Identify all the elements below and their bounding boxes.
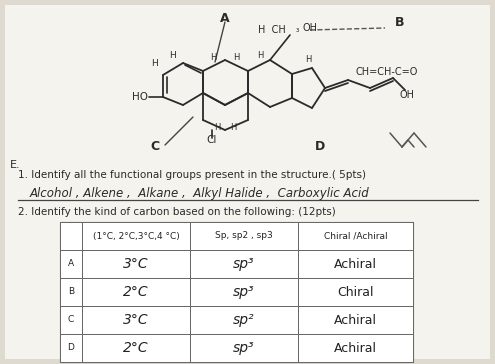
Text: H: H [305, 55, 311, 64]
Text: HO: HO [132, 92, 148, 102]
Text: C: C [150, 141, 159, 154]
Text: Alcohol , Alkene ,  Alkane ,  Alkyl Halide ,  Carboxylic Acid: Alcohol , Alkene , Alkane , Alkyl Halide… [30, 187, 370, 200]
Text: A: A [68, 260, 74, 269]
Text: OH: OH [302, 23, 317, 33]
Text: H: H [257, 51, 263, 59]
Bar [190, 278, 298, 306]
Text: D: D [315, 141, 325, 154]
Bar [82, 334, 190, 362]
Bar [60, 306, 82, 334]
Text: A: A [220, 12, 230, 24]
Text: H: H [210, 54, 216, 63]
Text: H: H [233, 54, 239, 63]
Text: 3°C: 3°C [123, 313, 149, 327]
Text: B: B [395, 16, 405, 28]
Text: (1°C, 2°C,3°C,4 °C): (1°C, 2°C,3°C,4 °C) [93, 232, 179, 241]
Text: ₃: ₃ [296, 25, 298, 35]
Text: H: H [230, 123, 236, 132]
Text: 2°C: 2°C [123, 285, 149, 299]
Text: OH: OH [400, 90, 415, 100]
Text: Chiral: Chiral [337, 285, 374, 298]
Bar [82, 222, 190, 250]
Bar [60, 222, 82, 250]
Bar [60, 334, 82, 362]
Text: Sp, sp2 , sp3: Sp, sp2 , sp3 [215, 232, 273, 241]
Bar [298, 306, 413, 334]
Text: D: D [67, 344, 74, 352]
Bar [298, 222, 413, 250]
Text: Achiral: Achiral [334, 341, 377, 355]
Text: 3°C: 3°C [123, 257, 149, 271]
Text: sp³: sp³ [233, 285, 255, 299]
Bar [60, 222, 413, 362]
Bar [298, 278, 413, 306]
Bar [298, 250, 413, 278]
Text: B: B [68, 288, 74, 297]
Bar [60, 250, 82, 278]
Text: sp²: sp² [233, 313, 255, 327]
Bar [190, 306, 298, 334]
Bar [82, 306, 190, 334]
Text: 2°C: 2°C [123, 341, 149, 355]
Text: CH=CH-C=O: CH=CH-C=O [356, 67, 418, 77]
Bar [298, 334, 413, 362]
Bar [190, 334, 298, 362]
Text: sp³: sp³ [233, 341, 255, 355]
Text: H: H [170, 51, 176, 59]
Text: 2. Identify the kind of carbon based on the following: (12pts): 2. Identify the kind of carbon based on … [18, 207, 336, 217]
Text: H: H [151, 59, 158, 67]
Text: H: H [214, 123, 220, 132]
Text: Chiral /Achiral: Chiral /Achiral [324, 232, 387, 241]
Text: Achiral: Achiral [334, 257, 377, 270]
Text: Cl: Cl [207, 135, 217, 145]
Bar [190, 222, 298, 250]
Bar [82, 278, 190, 306]
Bar [82, 250, 190, 278]
Bar [60, 278, 82, 306]
Bar [190, 250, 298, 278]
Text: sp³: sp³ [233, 257, 255, 271]
Text: E.: E. [10, 160, 21, 170]
Text: H  CH: H CH [258, 25, 286, 35]
Text: C: C [68, 316, 74, 324]
Text: 1. Identify all the functional groups present in the structure.( 5pts): 1. Identify all the functional groups pr… [18, 170, 366, 180]
Text: Achiral: Achiral [334, 313, 377, 327]
